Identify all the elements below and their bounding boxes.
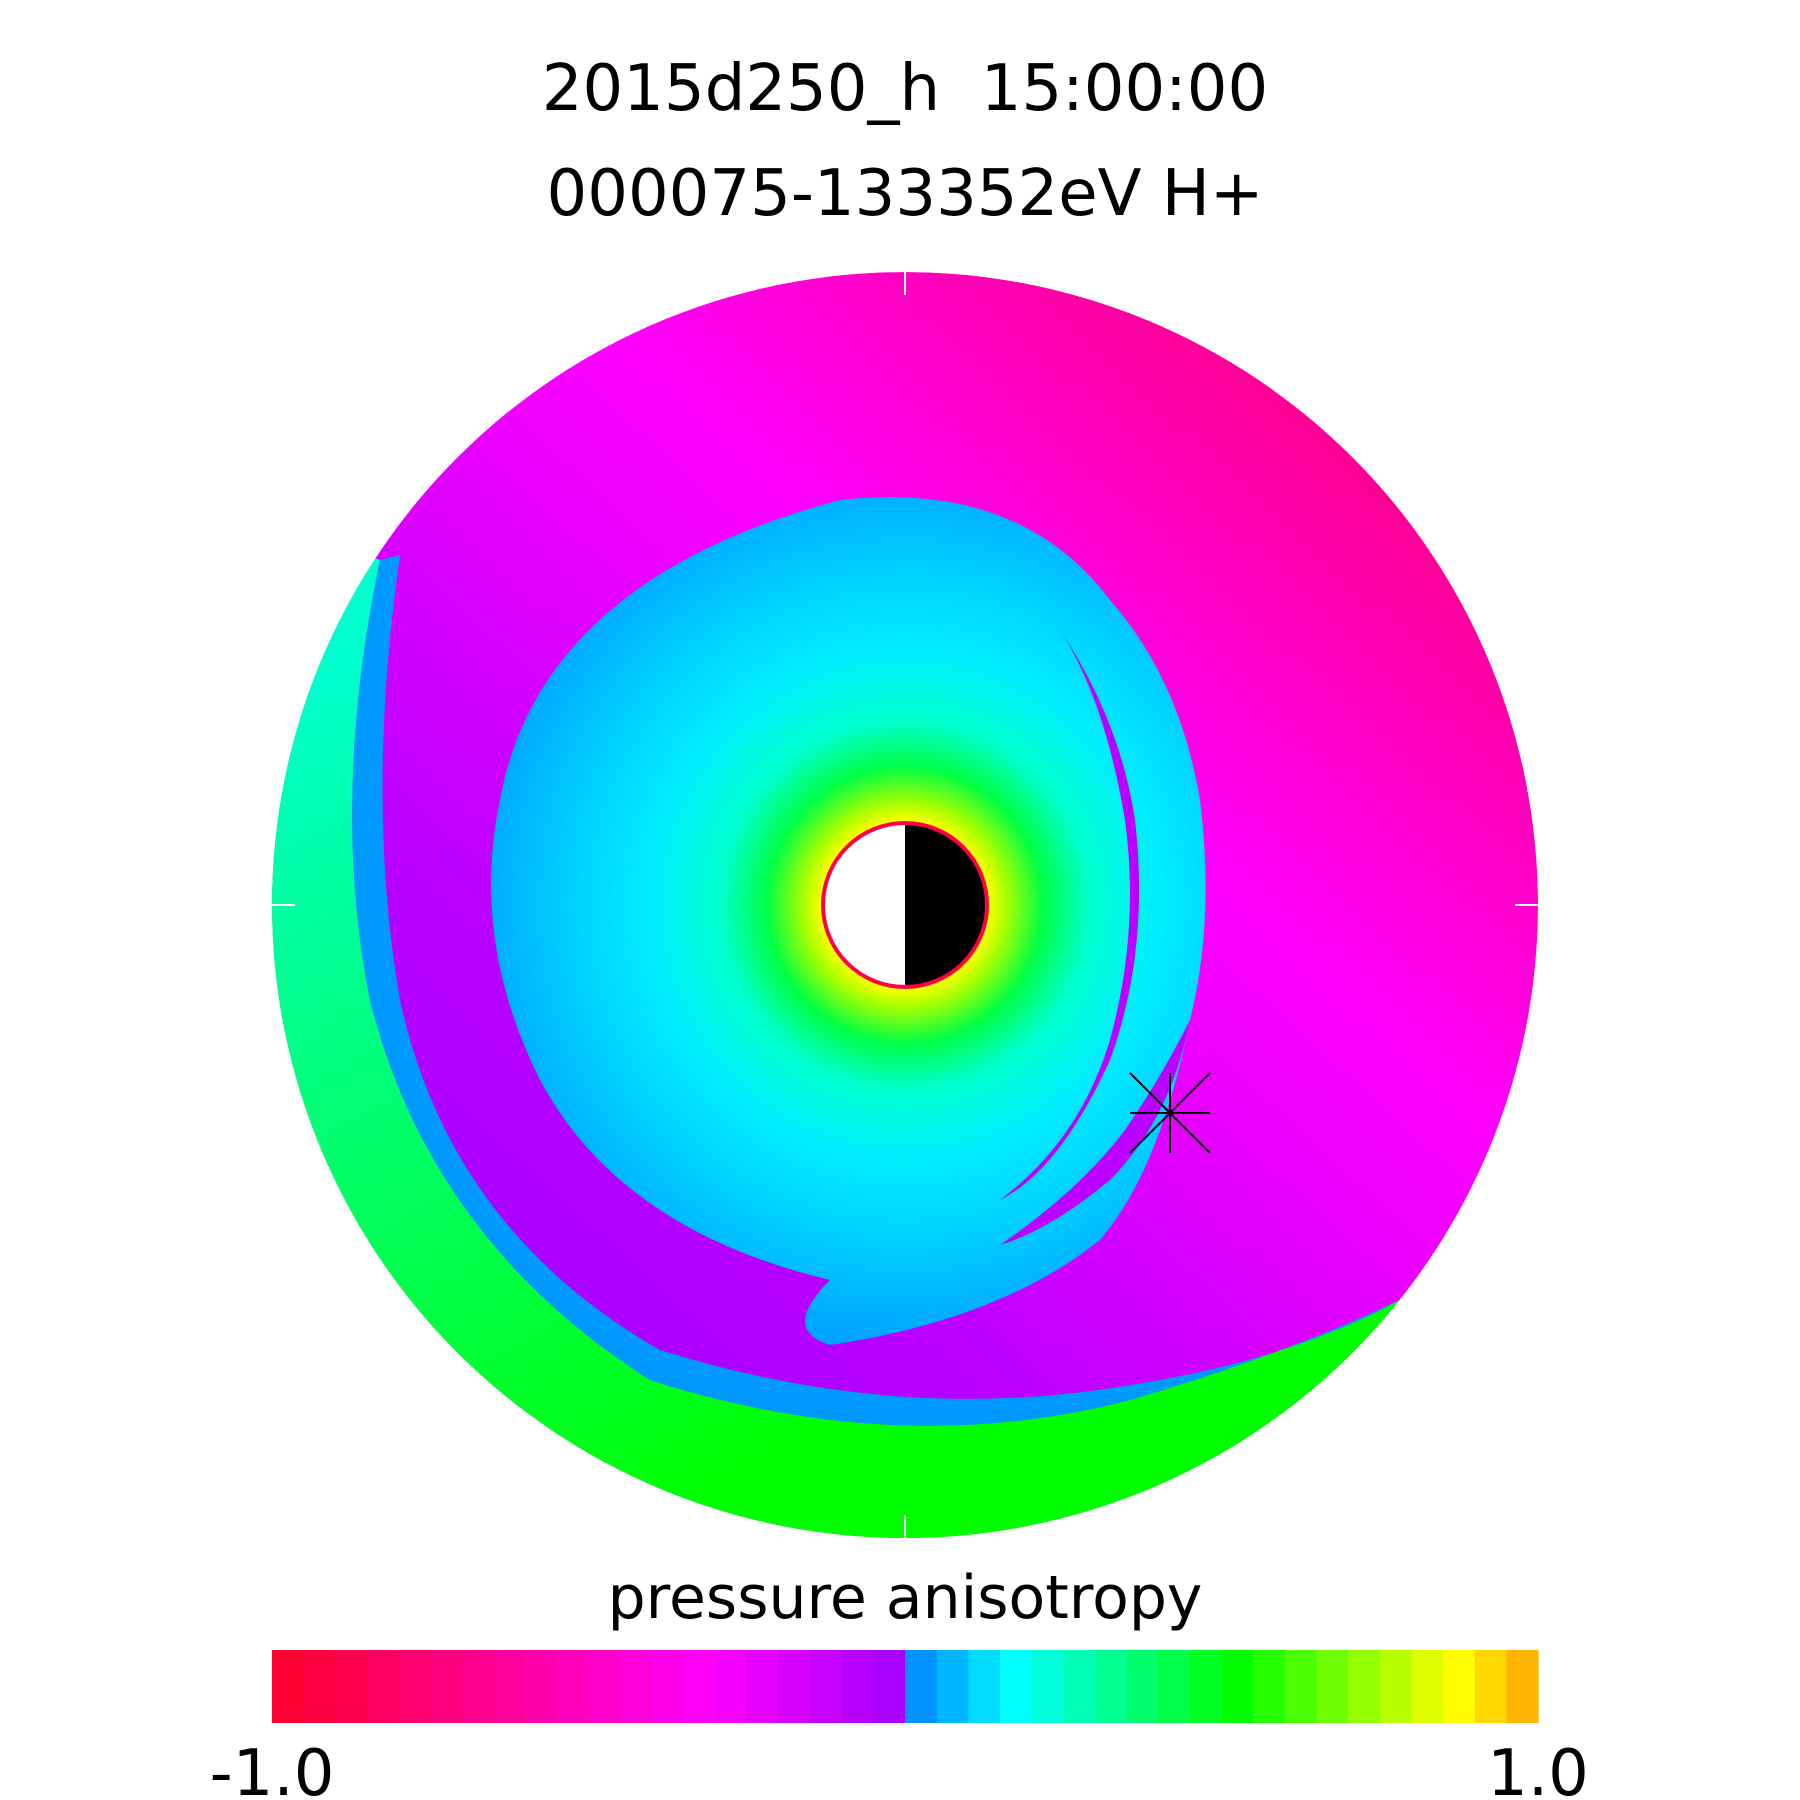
colorbar-segment — [588, 1650, 621, 1723]
colorbar-segment — [778, 1650, 811, 1723]
colorbar-segment — [1284, 1650, 1318, 1723]
colorbar-segment — [715, 1650, 748, 1723]
colorbar-label: pressure anisotropy — [608, 1563, 1203, 1633]
colorbar-segment — [1506, 1650, 1539, 1723]
colorbar-segment — [1443, 1650, 1476, 1723]
positive-outer-band — [272, 500, 1520, 1538]
colorbar-segment — [999, 1650, 1033, 1723]
colorbar-segment — [1126, 1650, 1159, 1723]
colorbar-segment — [430, 1650, 463, 1723]
plot-title-line1: 2015d250_h 15:00:00 — [542, 52, 1268, 126]
colorbar-segment — [556, 1650, 590, 1723]
colorbar-segment — [1094, 1650, 1128, 1723]
plot-title-line2: 000075-133352eV H+ — [547, 157, 1264, 231]
colorbar-segment — [1316, 1650, 1349, 1723]
colorbar-segment — [1158, 1650, 1191, 1723]
colorbar-segment — [905, 1650, 938, 1723]
satellite-marker-icon — [1129, 1072, 1211, 1154]
colorbar-segment — [651, 1650, 685, 1723]
colorbar-segment — [398, 1650, 431, 1723]
colorbar-segment — [366, 1650, 400, 1723]
colorbar-segment — [1031, 1650, 1064, 1723]
colorbar-segment — [335, 1650, 368, 1723]
colorbar-segment — [1411, 1650, 1444, 1723]
colorbar-segment — [746, 1650, 779, 1723]
earth-icon — [821, 821, 989, 989]
colorbar-segment — [1063, 1650, 1096, 1723]
colorbar-segment — [493, 1650, 526, 1723]
colorbar-segment — [873, 1650, 906, 1723]
colorbar-segment — [1348, 1650, 1381, 1723]
colorbar — [272, 1650, 1539, 1723]
colorbar-segment — [461, 1650, 495, 1723]
negative-streak — [1000, 630, 1140, 1200]
colorbar-max-label: 1.0 — [1487, 1737, 1589, 1800]
colorbar-segment — [1379, 1650, 1412, 1723]
colorbar-segment — [1189, 1650, 1223, 1723]
colorbar-segment — [810, 1650, 843, 1723]
colorbar-segment — [272, 1650, 305, 1723]
weak-positive-band — [352, 555, 1421, 1426]
colorbar-segment — [303, 1650, 336, 1723]
colorbar-segment — [620, 1650, 653, 1723]
colorbar-segment — [525, 1650, 558, 1723]
colorbar-segment — [1474, 1650, 1507, 1723]
colorbar-segment — [968, 1650, 1001, 1723]
colorbar-min-label: -1.0 — [210, 1737, 335, 1800]
colorbar-segment — [1221, 1650, 1254, 1723]
colorbar-segment — [936, 1650, 969, 1723]
colorbar-segment — [841, 1650, 874, 1723]
colorbar-segment — [683, 1650, 716, 1723]
axis-ticks — [272, 272, 1538, 1538]
colorbar-segment — [1253, 1650, 1286, 1723]
